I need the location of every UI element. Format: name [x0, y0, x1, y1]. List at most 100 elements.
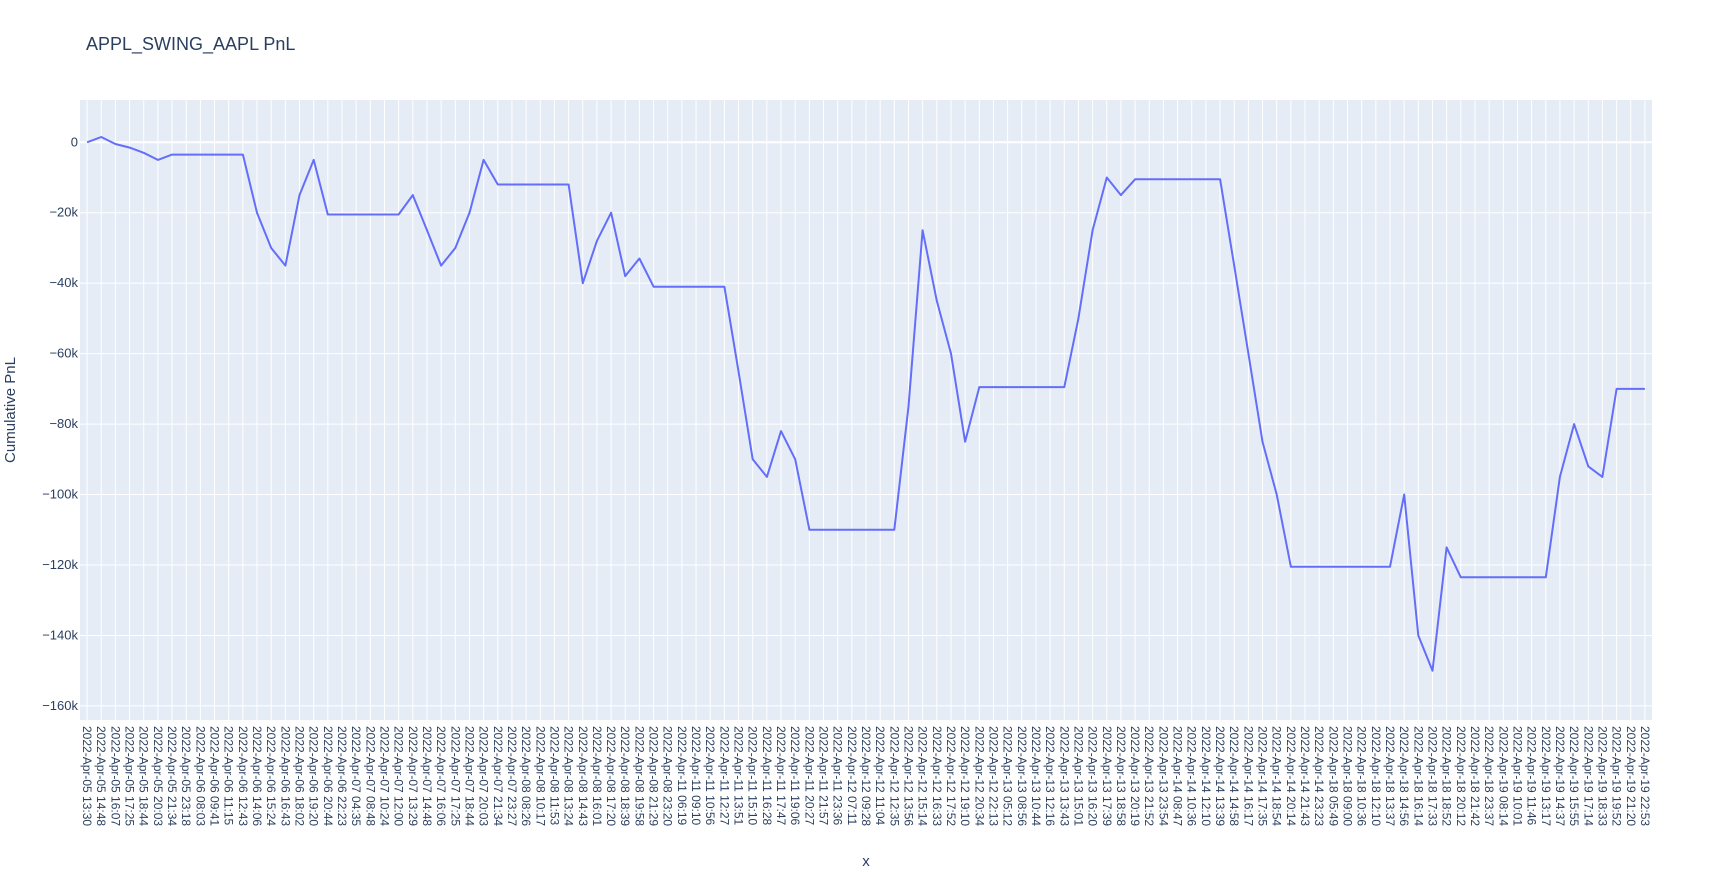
x-tick-label: 2022-Apr-11 16:28: [760, 726, 774, 826]
x-tick-label: 2022-Apr-19 22:53: [1638, 726, 1652, 826]
y-tick-label: −120k: [42, 557, 78, 572]
y-tick-label: −160k: [42, 698, 78, 713]
x-tick-label: 2022-Apr-05 17:25: [123, 726, 137, 826]
x-tick-label: 2022-Apr-05 14:48: [94, 726, 108, 826]
x-tick-label: 2022-Apr-05 16:07: [108, 726, 122, 826]
x-tick-label: 2022-Apr-11 13:51: [732, 726, 746, 826]
x-tick-label: 2022-Apr-14 08:47: [1171, 726, 1185, 826]
x-tick-label: 2022-Apr-07 18:44: [462, 726, 476, 826]
x-tick-label: 2022-Apr-18 12:10: [1369, 726, 1383, 826]
y-tick-layer: 0 −20k −40k −60k −80k −100k −120k −140k −160k: [42, 134, 78, 713]
x-tick-label: 2022-Apr-07 12:00: [392, 726, 406, 826]
x-tick-label: 2022-Apr-11 19:06: [788, 726, 802, 826]
x-tick-label: 2022-Apr-08 08:26: [519, 726, 533, 826]
x-tick-label: 2022-Apr-08 18:39: [618, 726, 632, 826]
x-tick-label: 2022-Apr-13 16:20: [1086, 726, 1100, 826]
x-tick-label: 2022-Apr-13 05:12: [1001, 726, 1015, 826]
x-tick-label: 2022-Apr-14 10:36: [1185, 726, 1199, 826]
x-tick-label: 2022-Apr-06 15:24: [264, 726, 278, 826]
x-tick-label: 2022-Apr-06 18:02: [293, 726, 307, 826]
x-tick-label: 2022-Apr-07 17:25: [448, 726, 462, 826]
x-tick-label: 2022-Apr-12 13:56: [901, 726, 915, 826]
x-tick-label: 2022-Apr-12 19:10: [958, 726, 972, 826]
x-tick-label: 2022-Apr-05 23:18: [179, 726, 193, 826]
x-tick-label: 2022-Apr-11 15:10: [746, 726, 760, 826]
x-tick-label: 2022-Apr-12 09:28: [859, 726, 873, 826]
x-tick-label: 2022-Apr-19 14:37: [1553, 726, 1567, 826]
x-tick-label: 2022-Apr-19 08:14: [1496, 726, 1510, 826]
x-tick-label: 2022-Apr-11 23:36: [831, 726, 845, 826]
x-tick-label: 2022-Apr-18 16:14: [1411, 726, 1425, 826]
x-tick-label: 2022-Apr-13 18:58: [1114, 726, 1128, 826]
x-tick-label: 2022-Apr-07 21:34: [491, 726, 505, 826]
x-tick-label: 2022-Apr-19 13:17: [1539, 726, 1553, 826]
x-tick-label: 2022-Apr-07 10:24: [377, 726, 391, 826]
x-tick-label: 2022-Apr-07 14:48: [420, 726, 434, 826]
x-tick-label: 2022-Apr-18 09:00: [1341, 726, 1355, 826]
x-tick-label: 2022-Apr-19 11:46: [1525, 726, 1539, 826]
x-tick-label: 2022-Apr-08 23:20: [661, 726, 675, 826]
x-tick-label: 2022-Apr-19 18:33: [1595, 726, 1609, 826]
x-tick-label: 2022-Apr-11 10:56: [703, 726, 717, 826]
x-tick-label: 2022-Apr-05 13:30: [80, 726, 94, 826]
x-tick-label: 2022-Apr-19 10:01: [1510, 726, 1524, 826]
x-tick-label: 2022-Apr-08 21:29: [647, 726, 661, 826]
x-tick-label: 2022-Apr-14 14:58: [1227, 726, 1241, 826]
x-tick-label: 2022-Apr-07 08:48: [363, 726, 377, 826]
x-tick-label: 2022-Apr-13 15:01: [1071, 726, 1085, 826]
x-tick-label: 2022-Apr-13 10:44: [1029, 726, 1043, 826]
x-tick-label: 2022-Apr-08 10:17: [533, 726, 547, 826]
x-tick-label: 2022-Apr-06 12:43: [236, 726, 250, 826]
x-tick-label: 2022-Apr-08 17:20: [604, 726, 618, 826]
pnl-series-line: [86, 136, 1645, 672]
y-tick-label: −60k: [49, 346, 78, 361]
y-tick-label: 0: [71, 134, 78, 149]
x-tick-label: 2022-Apr-18 14:56: [1397, 726, 1411, 826]
x-tick-label: 2022-Apr-18 13:37: [1383, 726, 1397, 826]
y-tick-label: −140k: [42, 627, 78, 642]
x-tick-label: 2022-Apr-05 18:44: [137, 726, 151, 826]
x-tick-label: 2022-Apr-13 23:54: [1156, 726, 1170, 826]
x-tick-label: 2022-Apr-06 09:41: [208, 726, 222, 826]
x-tick-label: 2022-Apr-07 04:35: [349, 726, 363, 826]
x-tick-label: 2022-Apr-06 11:15: [222, 726, 236, 826]
x-tick-label: 2022-Apr-14 20:14: [1284, 726, 1298, 826]
x-tick-label: 2022-Apr-06 16:43: [278, 726, 292, 826]
x-tick-label: 2022-Apr-08 16:01: [590, 726, 604, 826]
x-tick-label: 2022-Apr-12 17:52: [944, 726, 958, 826]
x-tick-label: 2022-Apr-18 23:37: [1482, 726, 1496, 826]
x-tick-label: 2022-Apr-11 09:10: [689, 726, 703, 826]
x-tick-label: 2022-Apr-08 11:53: [547, 726, 561, 826]
x-tick-label: 2022-Apr-19 19:52: [1610, 726, 1624, 826]
x-tick-label: 2022-Apr-12 20:34: [972, 726, 986, 826]
x-tick-label: 2022-Apr-18 18:52: [1440, 726, 1454, 826]
series-layer: [86, 136, 1645, 672]
y-tick-label: −100k: [42, 487, 78, 502]
x-tick-label: 2022-Apr-08 19:58: [632, 726, 646, 826]
x-tick-label: 2022-Apr-18 10:36: [1355, 726, 1369, 826]
x-tick-label: 2022-Apr-12 12:35: [887, 726, 901, 826]
x-tick-label: 2022-Apr-12 15:14: [916, 726, 930, 826]
y-tick-label: −40k: [49, 275, 78, 290]
x-tick-label: 2022-Apr-14 23:23: [1312, 726, 1326, 826]
x-axis-title: x: [862, 853, 870, 870]
x-tick-label: 2022-Apr-18 17:33: [1425, 726, 1439, 826]
x-tick-label: 2022-Apr-18 20:12: [1454, 726, 1468, 826]
y-tick-label: −20k: [49, 205, 78, 220]
x-tick-label: 2022-Apr-11 06:19: [675, 726, 689, 826]
x-tick-label: 2022-Apr-06 19:20: [307, 726, 321, 826]
x-tick-label: 2022-Apr-13 17:39: [1100, 726, 1114, 826]
y-axis-title: Cumulative PnL: [2, 357, 19, 463]
x-tick-layer: 2022-Apr-05 13:30 2022-Apr-05 14:48 2022-A…: [80, 726, 1652, 826]
x-tick-label: 2022-Apr-07 13:29: [406, 726, 420, 826]
x-tick-label: 2022-Apr-12 22:13: [986, 726, 1000, 826]
x-tick-label: 2022-Apr-14 16:17: [1241, 726, 1255, 826]
x-tick-label: 2022-Apr-14 21:43: [1298, 726, 1312, 826]
x-tick-label: 2022-Apr-11 17:47: [774, 726, 788, 826]
chart-title: APPL_SWING_AAPL PnL: [86, 34, 295, 55]
x-tick-label: 2022-Apr-06 08:03: [193, 726, 207, 826]
x-tick-label: 2022-Apr-06 22:23: [335, 726, 349, 826]
x-tick-label: 2022-Apr-06 14:06: [250, 726, 264, 826]
x-tick-label: 2022-Apr-14 12:10: [1199, 726, 1213, 826]
